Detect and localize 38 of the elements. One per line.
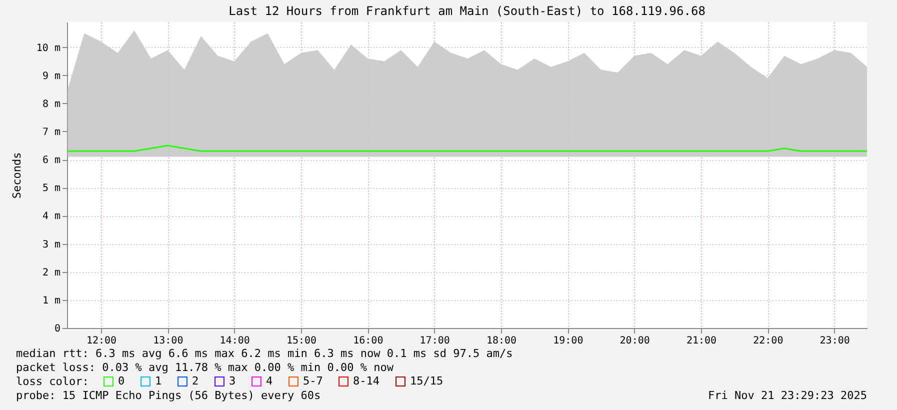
y-tick-label: 8 m	[42, 98, 60, 110]
y-tick-label: 7 m	[42, 126, 60, 138]
legend-label: 15/15	[410, 374, 444, 388]
legend-title: loss color:	[16, 375, 89, 388]
y-tick-label: 2 m	[42, 267, 60, 278]
y-tick-label: 5 m	[42, 183, 60, 194]
legend-label: 3	[229, 374, 236, 388]
y-tick-label: 0	[54, 324, 60, 334]
x-tick-label: 16:00	[353, 336, 384, 346]
x-tick-label: 12:00	[86, 336, 117, 346]
x-tick-label: 22:00	[753, 336, 784, 346]
y-tick-label: 10 m	[36, 42, 60, 54]
legend-label: 8-14	[353, 374, 380, 388]
text: packet loss: 0.03 % avg 11.78 % max 0.00 % min 0.00 % now	[16, 361, 394, 374]
legend-label: 0	[118, 374, 125, 388]
x-tick-label: 18:00	[486, 336, 517, 346]
y-tick-label: 1 m	[42, 295, 60, 306]
x-tick-label: 19:00	[553, 336, 584, 346]
x-tick-label: 23:00	[820, 336, 850, 346]
legend-label: 2	[192, 374, 199, 388]
text: Fri Nov 21 23:29:23 2025	[708, 389, 867, 402]
y-tick-label: 3 m	[42, 239, 60, 250]
x-tick-label: 17:00	[420, 336, 450, 346]
y-tick-label: 6 m	[42, 155, 60, 166]
text: probe: 15 ICMP Echo Pings (56 Bytes) every 60s	[16, 389, 321, 402]
text: median rtt: 6.3 ms avg 6.6 ms max 6.2 ms min 6.3 ms now 0.1 ms sd 97.5 am/s	[16, 347, 513, 360]
y-axis-title: Seconds	[10, 152, 24, 199]
chart-title: Last 12 Hours from Frankfurt am Main (South-East) to 168.119.96.68	[228, 4, 706, 18]
x-tick-label: 21:00	[686, 336, 717, 346]
x-tick-label: 14:00	[220, 336, 250, 346]
x-tick-label: 20:00	[620, 336, 650, 346]
legend-label: 1	[155, 374, 162, 388]
y-tick-label: 9 m	[42, 70, 60, 82]
legend-label: 5-7	[303, 374, 323, 388]
x-tick-label: 13:00	[153, 336, 184, 346]
legend-label: 4	[266, 374, 273, 388]
y-tick-label: 4 m	[42, 211, 60, 222]
x-tick-label: 15:00	[286, 336, 317, 346]
